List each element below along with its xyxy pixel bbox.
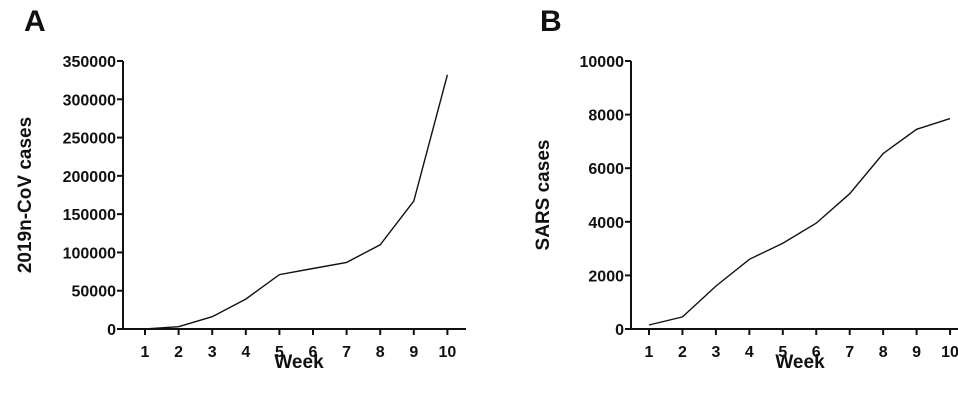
y-tick-label: 2000 (588, 268, 624, 285)
panel-a-y-ticks: 0 50000 100000 150000 200000 250000 300000 3500… (63, 54, 123, 339)
x-tick-label: 3 (208, 344, 217, 361)
panel-a-chart: A 2019n-CoV cases Week 0 50000 100000 15000… (15, 5, 466, 373)
panel-b-y-axis-title: SARS cases (533, 140, 554, 251)
y-tick-label: 0 (107, 322, 116, 339)
x-tick-label: 1 (141, 344, 150, 361)
y-tick-label: 50000 (72, 284, 117, 301)
y-tick-label: 8000 (588, 108, 624, 125)
x-tick-label: 3 (711, 344, 720, 361)
panel-b-y-ticks: 0 2000 4000 6000 8000 10000 (580, 54, 631, 339)
x-tick-label: 7 (845, 344, 854, 361)
x-tick-label: 2 (678, 344, 687, 361)
x-tick-label: 10 (439, 344, 457, 361)
x-tick-label: 4 (241, 344, 250, 361)
x-tick-label: 4 (745, 344, 754, 361)
panel-a-series-line (144, 74, 449, 330)
x-tick-label: 6 (309, 344, 318, 361)
x-tick-label: 7 (342, 344, 351, 361)
x-tick-label: 5 (778, 344, 787, 361)
x-tick-label: 1 (645, 344, 654, 361)
x-tick-label: 10 (941, 344, 958, 361)
y-tick-label: 350000 (63, 54, 116, 71)
y-tick-label: 100000 (63, 245, 116, 262)
panel-b-chart: B SARS cases Week 0 2000 4000 6000 8000 10000… (533, 5, 958, 373)
y-tick-label: 150000 (63, 207, 116, 224)
panel-a-letter: A (24, 5, 46, 38)
y-tick-label: 300000 (63, 92, 116, 109)
x-tick-label: 8 (376, 344, 385, 361)
panel-b-series-line (648, 117, 951, 326)
panel-a-y-axis-title: 2019n-CoV cases (15, 117, 36, 273)
x-tick-label: 6 (812, 344, 821, 361)
x-tick-label: 2 (174, 344, 183, 361)
panel-a-x-ticks: 1 2 3 4 5 6 7 8 9 10 (141, 329, 457, 361)
y-tick-label: 4000 (588, 215, 624, 232)
x-tick-label: 5 (275, 344, 284, 361)
panel-b-x-ticks: 1 2 3 4 5 6 7 8 9 10 (645, 329, 958, 361)
x-tick-label: 9 (409, 344, 418, 361)
y-tick-label: 6000 (588, 161, 624, 178)
y-tick-label: 0 (615, 322, 624, 339)
y-tick-label: 200000 (63, 169, 116, 186)
panel-a-x-axis-title: Week (274, 352, 324, 373)
y-tick-label: 250000 (63, 131, 116, 148)
x-tick-label: 8 (879, 344, 888, 361)
y-tick-label: 10000 (580, 54, 625, 71)
panel-b-x-axis-title: Week (775, 352, 825, 373)
x-tick-label: 9 (912, 344, 921, 361)
panel-b-letter: B (540, 5, 562, 38)
